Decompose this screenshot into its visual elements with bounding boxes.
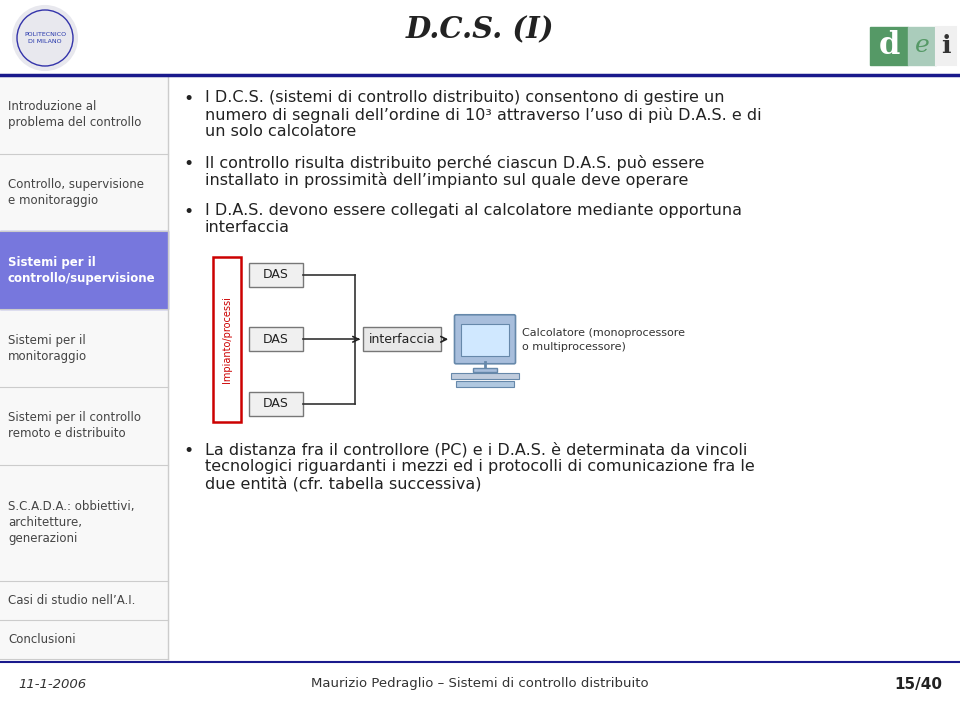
Text: POLITECNICO
DI MILANO: POLITECNICO DI MILANO [24, 32, 66, 44]
Text: Conclusioni: Conclusioni [8, 633, 76, 646]
Text: interfaccia: interfaccia [369, 333, 435, 346]
Text: i: i [941, 34, 950, 58]
Text: Sistemi per il
controllo/supervisione: Sistemi per il controllo/supervisione [8, 256, 156, 285]
Text: DAS: DAS [263, 397, 289, 411]
Text: DAS: DAS [263, 333, 289, 346]
Bar [0, 76, 168, 659]
Bar [936, 27, 956, 65]
Text: numero di segnali dell’ordine di 10³ attraverso l’uso di più D.A.S. e di: numero di segnali dell’ordine di 10³ att… [205, 107, 761, 123]
Text: installato in prossimità dell’impianto sul quale deve operare: installato in prossimità dell’impianto s… [205, 173, 688, 188]
Bar [213, 257, 241, 422]
Text: due entità (cfr. tabella successiva): due entità (cfr. tabella successiva) [205, 476, 482, 491]
Bar [249, 392, 303, 416]
Text: o multiprocessore): o multiprocessore) [522, 342, 626, 352]
Text: Sistemi per il controllo
remoto e distribuito: Sistemi per il controllo remoto e distri… [8, 411, 141, 441]
Text: S.C.A.D.A.: obbiettivi,
architetture,
generazioni: S.C.A.D.A.: obbiettivi, architetture, ge… [8, 501, 134, 545]
Text: I D.A.S. devono essere collegati al calcolatore mediante opportuna: I D.A.S. devono essere collegati al calc… [205, 203, 742, 218]
Text: Introduzione al
problema del controllo: Introduzione al problema del controllo [8, 101, 141, 129]
Text: 15/40: 15/40 [894, 676, 942, 691]
Text: 11-1-2006: 11-1-2006 [18, 678, 86, 690]
Bar [249, 327, 303, 351]
Text: interfaccia: interfaccia [205, 220, 290, 235]
Text: •: • [183, 203, 193, 221]
Text: e: e [915, 34, 929, 58]
Bar [249, 263, 303, 287]
Bar [461, 324, 509, 356]
Bar [473, 368, 497, 372]
Text: •: • [183, 442, 193, 460]
Text: tecnologici riguardanti i mezzi ed i protocolli di comunicazione fra le: tecnologici riguardanti i mezzi ed i pro… [205, 459, 755, 474]
Text: •: • [183, 156, 193, 174]
Bar [363, 327, 441, 351]
Text: D.C.S. (I): D.C.S. (I) [406, 16, 554, 44]
Bar [870, 27, 908, 65]
Text: I D.C.S. (sistemi di controllo distribuito) consentono di gestire un: I D.C.S. (sistemi di controllo distribui… [205, 90, 725, 105]
Text: Impianto/processi: Impianto/processi [222, 296, 232, 383]
Bar [908, 27, 936, 65]
Text: Casi di studio nell’A.I.: Casi di studio nell’A.I. [8, 594, 135, 607]
Text: un solo calcolatore: un solo calcolatore [205, 124, 356, 139]
Bar [0, 231, 168, 309]
Text: •: • [183, 90, 193, 108]
Text: Controllo, supervisione
e monitoraggio: Controllo, supervisione e monitoraggio [8, 178, 144, 207]
Text: Maurizio Pedraglio – Sistemi di controllo distribuito: Maurizio Pedraglio – Sistemi di controll… [311, 678, 649, 690]
Text: Il controllo risulta distribuito perché ciascun D.A.S. può essere: Il controllo risulta distribuito perché … [205, 156, 705, 171]
Bar [456, 381, 514, 387]
Text: d: d [878, 31, 900, 61]
FancyBboxPatch shape [454, 315, 516, 363]
Text: Sistemi per il
monitoraggio: Sistemi per il monitoraggio [8, 333, 87, 363]
Circle shape [13, 6, 77, 70]
Text: La distanza fra il controllore (PC) e i D.A.S. è determinata da vincoli: La distanza fra il controllore (PC) e i … [205, 442, 748, 457]
Bar [451, 373, 519, 379]
Text: DAS: DAS [263, 268, 289, 281]
Text: Calcolatore (monoprocessore: Calcolatore (monoprocessore [522, 328, 685, 338]
